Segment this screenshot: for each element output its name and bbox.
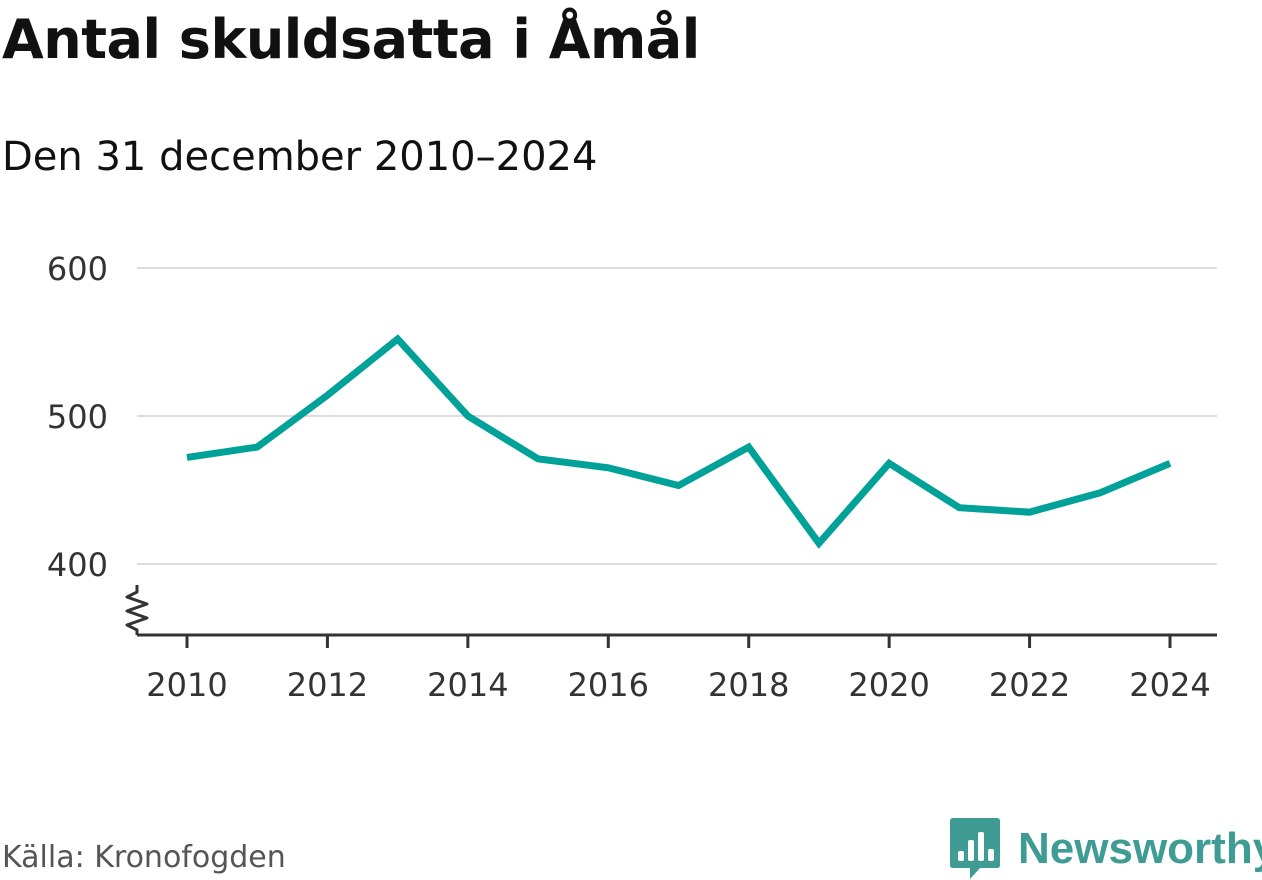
- x-tick-label-2020: 2020: [848, 666, 929, 704]
- data-point-2021: [956, 504, 963, 511]
- data-point-2018: [745, 444, 752, 451]
- bar-chart-icon: [950, 818, 1000, 879]
- brand-name: Newsworthy: [1018, 824, 1262, 873]
- y-tick-label-600: 600: [47, 250, 108, 288]
- y-axis-break: [125, 585, 149, 635]
- data-point-2017: [675, 482, 682, 489]
- y-tick-label-400: 400: [47, 546, 108, 584]
- data-point-2023: [1096, 489, 1103, 496]
- x-tick-label-2010: 2010: [146, 666, 227, 704]
- newsworthy-logo: Newsworthy: [950, 818, 1262, 880]
- y-tick-label-500: 500: [47, 398, 108, 436]
- x-tick-label-2022: 2022: [989, 666, 1070, 704]
- chart-title: Antal skuldsatta i Åmål: [2, 8, 700, 71]
- x-tick-label-2016: 2016: [568, 666, 649, 704]
- chart-subtitle: Den 31 december 2010–2024: [2, 134, 598, 180]
- data-point-2011: [254, 444, 261, 451]
- data-point-2013: [394, 336, 401, 343]
- data-point-2012: [324, 392, 331, 399]
- x-tick-label-2012: 2012: [287, 666, 368, 704]
- gridlines: [137, 267, 1217, 565]
- data-point-2010: [184, 454, 191, 461]
- data-point-2014: [464, 412, 471, 419]
- series-line-0: [186, 334, 1172, 549]
- data-point-2022: [1026, 509, 1033, 516]
- source-note: Källa: Kronofogden: [2, 840, 286, 875]
- x-tick-label-2024: 2024: [1129, 666, 1210, 704]
- x-axis: 2010 2012 2014 2016 2018 2020 2022 2024: [125, 585, 1217, 704]
- data-series: [184, 334, 1174, 549]
- data-point-2020: [886, 460, 893, 467]
- data-point-2015: [535, 455, 542, 462]
- data-point-2019: [815, 540, 822, 547]
- data-point-2016: [605, 464, 612, 471]
- data-point-2024: [1167, 460, 1174, 467]
- x-tick-label-2014: 2014: [427, 666, 508, 704]
- y-axis-labels: 400 500 600: [47, 250, 108, 584]
- x-tick-label-2018: 2018: [708, 666, 789, 704]
